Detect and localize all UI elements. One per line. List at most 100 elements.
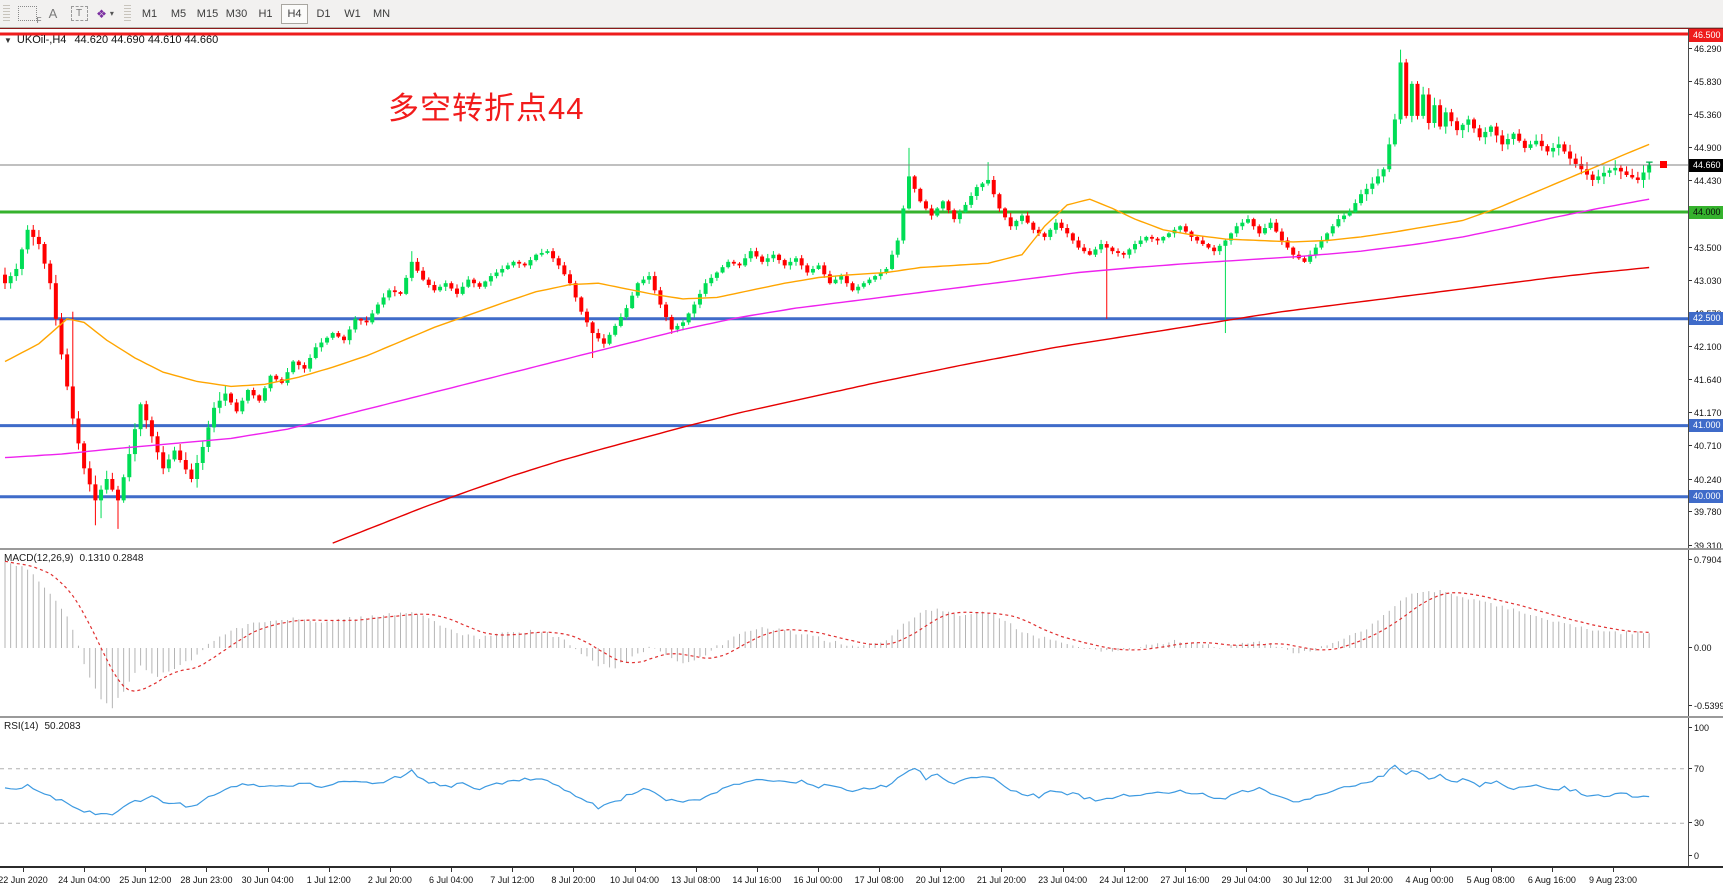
candle-body [455, 288, 459, 294]
price-axis[interactable]: 46.29045.83045.36044.90044.43043.97043.5… [1688, 29, 1723, 551]
candle-body [957, 212, 962, 220]
candle-body [87, 468, 92, 485]
timeframe-button-m15[interactable]: M15 [196, 7, 219, 20]
timeframe-button-d1[interactable]: D1 [316, 7, 331, 20]
text-annotation-button[interactable]: A [41, 3, 65, 25]
toolbar-drag-handle[interactable] [124, 4, 131, 23]
candle-body [302, 365, 307, 369]
macd-tick-label: 0.7904 [1689, 555, 1722, 565]
price-pane: ▼ UKOil-,H4 44.620 44.690 44.610 44.660 … [0, 28, 1723, 551]
candle-body [1624, 171, 1629, 175]
price-tick-label: 44.900 [1689, 143, 1722, 153]
candle-body [76, 418, 81, 444]
candle-body [1240, 222, 1245, 227]
candle-body [681, 322, 685, 326]
time-tick [206, 868, 208, 872]
chart-grid-button[interactable]: F [15, 3, 42, 25]
time-axis[interactable]: 22 Jun 2020 24 Jun 04:00 25 Jun 12:00 28 Ju… [0, 866, 1723, 894]
candle-body [364, 320, 369, 323]
time-label: 10 Jul 04:00 [610, 875, 660, 885]
candle-body [1432, 105, 1437, 123]
time-label: 16 Jul 00:00 [793, 875, 843, 885]
candle-body [161, 452, 166, 469]
price-tick-label: 45.360 [1689, 110, 1722, 120]
candle-body [1087, 251, 1092, 255]
price-tick-label: 43.500 [1689, 243, 1722, 253]
candle-body [1183, 226, 1188, 232]
ma-red-line [332, 266, 1650, 544]
rsi-axis[interactable]: 100 70 30 0 [1688, 718, 1723, 866]
symbol-title[interactable]: ▼ UKOil-,H4 44.620 44.690 44.610 44.660 [4, 34, 218, 46]
price-tick-label: 46.290 [1689, 44, 1722, 54]
price-plot[interactable] [0, 29, 1688, 549]
time-tick [879, 868, 881, 872]
rsi-plot[interactable] [0, 718, 1688, 866]
candle-body [1505, 139, 1510, 145]
candle-body [686, 313, 691, 323]
candle-body [1438, 105, 1443, 127]
candle-body [573, 283, 578, 298]
candle-body [590, 322, 595, 334]
candle-body [1133, 244, 1137, 250]
candle-body [1426, 94, 1431, 123]
candle-body [652, 276, 657, 291]
candle-body [1251, 219, 1256, 227]
candle-body [1319, 240, 1324, 248]
macd-axis[interactable]: 0.7904 0.00 -0.5399 [1688, 550, 1723, 716]
dropdown-caret-icon: ▾ [109, 9, 114, 18]
timeframe-button-m5[interactable]: M5 [170, 7, 187, 20]
candle-body [890, 254, 895, 269]
text-label-button[interactable]: T [67, 3, 91, 25]
t-text-marker: T [1646, 160, 1653, 172]
candle-body [1217, 245, 1222, 252]
symbol-dropdown-icon[interactable]: ▼ [4, 35, 12, 45]
candle-body [1641, 172, 1646, 180]
candle-body [731, 261, 736, 264]
candle-body [1308, 254, 1313, 262]
cycle-symbols-button[interactable]: ❖ ▾ [93, 3, 117, 25]
price-badge-40.000: 40.000 [1689, 490, 1723, 504]
timeframe-button-mn[interactable]: MN [372, 7, 391, 20]
time-label: 24 Jun 04:00 [58, 875, 111, 885]
timeframe-button-w1[interactable]: W1 [344, 7, 361, 20]
candle-body [856, 286, 861, 291]
timeframe-button-m1[interactable]: M1 [141, 7, 158, 20]
price-tick-label: 41.170 [1689, 408, 1722, 418]
candle-body [884, 268, 889, 273]
candle-body [229, 393, 233, 403]
candle-body [918, 188, 923, 202]
candle-body [42, 244, 47, 264]
timeframe-button-h4[interactable]: H4 [281, 3, 308, 24]
price-tick-label: 44.430 [1689, 176, 1722, 186]
candle-body [579, 297, 584, 312]
candle-body [1212, 247, 1217, 252]
candle-body [1223, 240, 1228, 246]
candle-body [1076, 240, 1081, 248]
macd-plot[interactable] [0, 550, 1688, 716]
candle-body [1104, 244, 1109, 248]
timeframe-button-m30[interactable]: M30 [225, 7, 248, 20]
pane-separator[interactable] [0, 548, 1723, 550]
time-tick [1246, 868, 1248, 872]
candle-body [1528, 144, 1533, 148]
time-tick [1062, 868, 1064, 872]
time-label: 9 Aug 23:00 [1588, 875, 1638, 885]
candle-body [1398, 62, 1403, 120]
candle-body [618, 317, 623, 326]
timeframe-button-group: M1 M5 M15 M30 H1 H4 D1 W1 MN [135, 3, 396, 24]
candle-body [929, 208, 934, 216]
rsi-tick-label: 100 [1689, 723, 1709, 733]
time-tick [1551, 868, 1553, 872]
candle-body [771, 254, 776, 259]
pane-separator[interactable] [0, 716, 1723, 718]
candle-body [641, 279, 646, 284]
candle-body [138, 404, 143, 430]
toolbar-drag-handle[interactable] [3, 4, 10, 23]
candle-body [104, 479, 109, 490]
candle-body [1613, 167, 1618, 171]
timeframe-button-h1[interactable]: H1 [258, 7, 273, 20]
candle-body [460, 286, 465, 294]
candle-body [551, 251, 556, 259]
candle-body [1121, 252, 1126, 255]
candle-body [1014, 220, 1019, 227]
